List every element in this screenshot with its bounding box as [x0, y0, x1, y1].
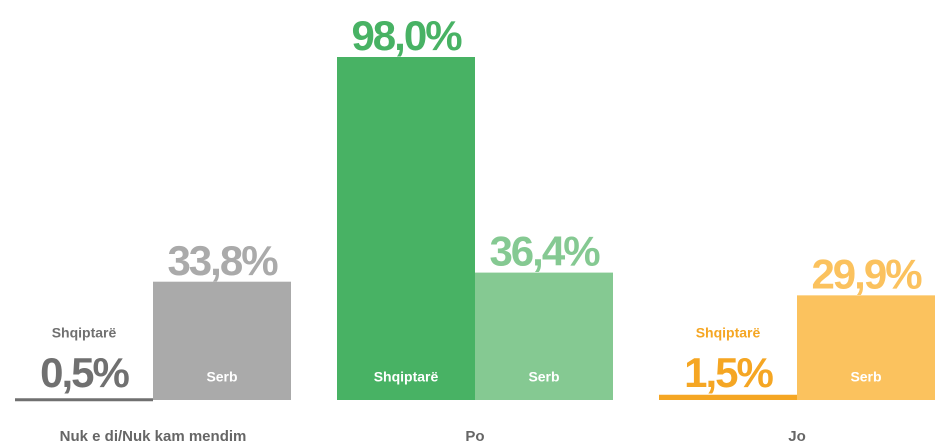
bar	[475, 272, 613, 400]
value-label: 1,5%	[684, 349, 773, 396]
bar	[337, 57, 475, 400]
series-label: Serb	[206, 369, 237, 385]
value-label: 0,5%	[40, 349, 129, 396]
series-label: Shqiptarë	[52, 325, 117, 341]
value-label: 29,9%	[811, 250, 922, 297]
series-label: Shqiptarë	[696, 325, 761, 341]
bar	[153, 281, 291, 400]
bar	[797, 295, 935, 400]
bar	[15, 398, 153, 402]
value-label: 98,0%	[351, 12, 462, 59]
series-label: Shqiptarë	[374, 369, 439, 385]
bar	[659, 394, 797, 400]
value-label: 33,8%	[167, 237, 278, 284]
value-label: 36,4%	[489, 228, 600, 275]
category-label: Nuk e di/Nuk kam mendim	[60, 428, 247, 445]
series-label: Serb	[850, 369, 881, 385]
category-label: Po	[465, 428, 484, 445]
series-label: Serb	[528, 369, 559, 385]
category-label: Jo	[788, 428, 806, 445]
